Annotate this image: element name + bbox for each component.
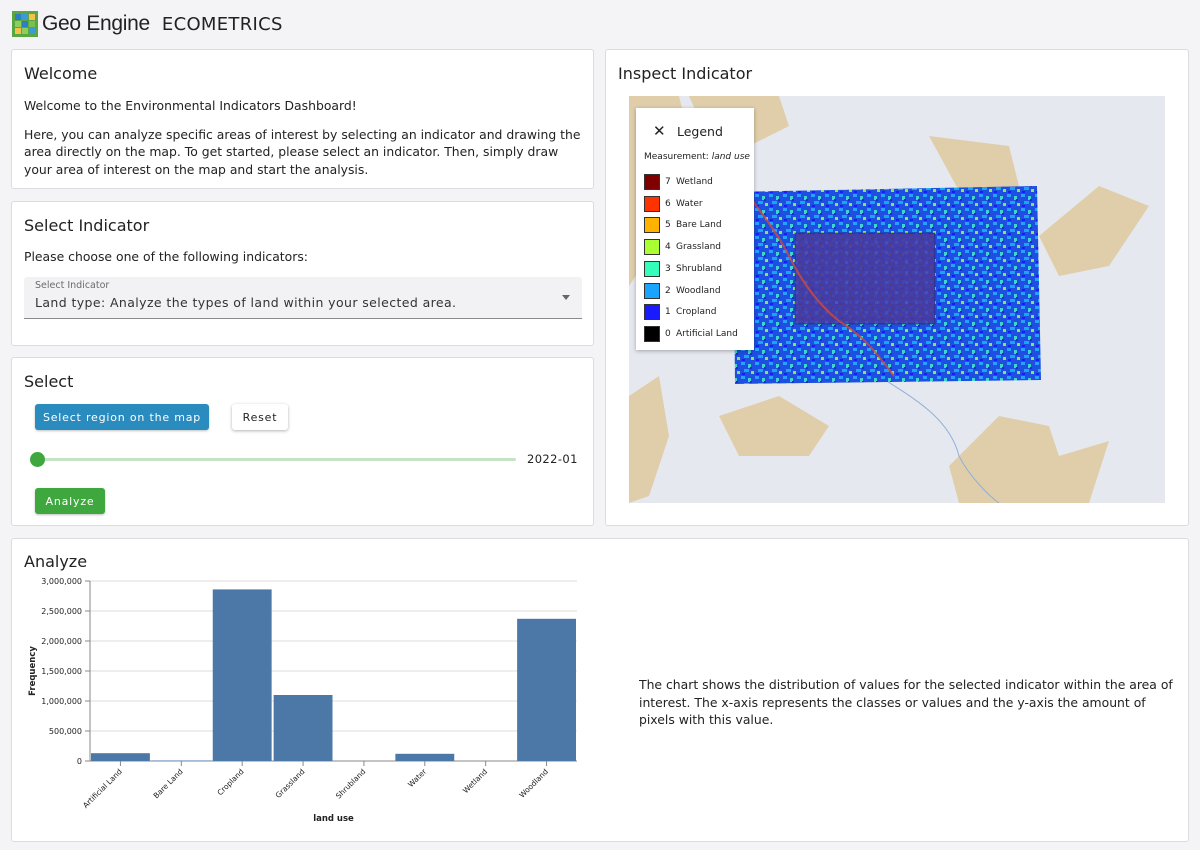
bar	[517, 618, 576, 761]
map-legend: ✕ Legend Measurement: land use 7 Wetland 6…	[636, 108, 754, 350]
y-tick-label: 1,000,000	[41, 697, 82, 706]
legend-swatch	[644, 174, 660, 190]
legend-label: Wetland	[676, 177, 713, 187]
legend-code: 5	[665, 220, 671, 231]
geo-engine-logo-icon	[12, 11, 38, 37]
date-slider-thumb[interactable]	[30, 452, 45, 467]
indicator-select-label: Select Indicator	[35, 280, 110, 291]
frequency-bar-chart: 0 500,000 1,000,000 1,500,000 2,000,000 2,500…	[28, 577, 577, 824]
date-slider-value: 2022-01	[527, 452, 578, 466]
x-tick-label: Wetland	[461, 767, 489, 795]
legend-swatch	[644, 260, 660, 277]
y-tick-label: 0	[77, 757, 82, 766]
legend-item: 1 Cropland	[644, 304, 717, 321]
legend-item: 7 Wetland	[644, 174, 713, 190]
y-tick-label: 500,000	[49, 727, 82, 736]
y-tick-label: 2,000,000	[41, 637, 82, 646]
legend-label: Shrubland	[676, 263, 722, 274]
legend-item: 4 Grassland	[644, 239, 721, 256]
legend-item: 6 Water	[644, 195, 703, 212]
legend-item: 2 Woodland	[644, 282, 721, 299]
welcome-card: Welcome Welcome to the Environmental Ind…	[11, 49, 594, 189]
chart-description: The chart shows the distribution of valu…	[639, 677, 1173, 727]
map-view[interactable]: ✕ Legend Measurement: land use 7 Wetland 6…	[629, 96, 1165, 503]
x-tick-label: Artificial Land	[81, 767, 124, 810]
x-tick-label: Water	[406, 766, 429, 789]
date-slider-track[interactable]	[38, 458, 516, 461]
legend-swatch	[644, 282, 660, 299]
indicator-prompt: Please choose one of the following indic…	[24, 249, 308, 264]
legend-code: 6	[665, 198, 671, 209]
legend-code: 2	[665, 285, 671, 296]
x-tick-label: Cropland	[215, 767, 245, 797]
welcome-text-1: Welcome to the Environmental Indicators …	[24, 98, 357, 113]
select-card: Select Select region on the map Reset 20…	[11, 357, 594, 526]
legend-label: Bare Land	[676, 220, 722, 231]
y-tick-label: 2,500,000	[41, 607, 82, 616]
x-tick-label: Grassland	[274, 767, 307, 800]
logo-text: Geo Engine	[42, 12, 150, 35]
reset-button[interactable]: Reset	[232, 404, 288, 430]
legend-swatch	[644, 325, 660, 342]
close-icon[interactable]: ✕	[653, 122, 666, 140]
legend-label: Artificial Land	[676, 328, 738, 339]
y-tick-label: 3,000,000	[41, 577, 82, 586]
bar	[212, 589, 272, 761]
legend-code: 7	[665, 177, 671, 187]
y-tick-label: 1,500,000	[41, 667, 82, 676]
legend-item: 3 Shrubland	[644, 260, 722, 277]
app-name: ECOMETRICS	[161, 13, 283, 35]
bar	[395, 753, 455, 761]
analyze-card: Analyze 0 500,000 1,000,000 1,500,000 2,000,…	[11, 538, 1189, 842]
legend-code: 0	[665, 328, 671, 339]
select-indicator-card: Select Indicator Please choose one of th…	[11, 201, 594, 346]
legend-code: 4	[665, 242, 671, 253]
y-axis-title: Frequency	[28, 646, 38, 696]
legend-label: Water	[676, 198, 703, 209]
x-tick-label: Bare Land	[152, 767, 185, 800]
select-indicator-title: Select Indicator	[24, 216, 150, 235]
caret-down-icon[interactable]	[562, 295, 570, 300]
indicator-select[interactable]: Select Indicator Land type: Analyze the …	[24, 277, 582, 319]
legend-item: 0 Artificial Land	[644, 325, 738, 342]
app-header: Geo Engine ECOMETRICS	[0, 0, 1200, 48]
bar	[273, 695, 333, 761]
welcome-title: Welcome	[24, 64, 98, 83]
x-tick-label: Shrubland	[334, 767, 368, 801]
legend-item: 5 Bare Land	[644, 217, 722, 234]
analyze-title: Analyze	[24, 552, 88, 571]
select-title: Select	[24, 372, 74, 391]
legend-code: 1	[665, 307, 671, 318]
indicator-select-value: Land type: Analyze the types of land wit…	[35, 295, 457, 310]
selected-region[interactable]	[794, 232, 936, 325]
x-axis-title: land use	[313, 814, 354, 824]
legend-swatch	[644, 217, 660, 234]
bar	[91, 753, 150, 761]
legend-label: Cropland	[676, 307, 717, 318]
legend-label: Woodland	[676, 285, 721, 296]
map-canvas[interactable]	[629, 96, 1165, 503]
analyze-button[interactable]: Analyze	[35, 488, 105, 514]
legend-title: Legend	[677, 124, 723, 139]
inspect-indicator-card: Inspect Indicator	[605, 49, 1189, 526]
legend-swatch	[644, 195, 660, 212]
welcome-text-2: Here, you can analyze specific areas of …	[24, 126, 581, 177]
legend-swatch	[644, 304, 660, 321]
inspect-indicator-title: Inspect Indicator	[618, 64, 753, 83]
select-region-button[interactable]: Select region on the map	[35, 404, 209, 430]
legend-swatch	[644, 239, 660, 256]
x-tick-label: Woodland	[517, 767, 550, 800]
legend-measurement: Measurement: land use	[644, 152, 750, 162]
legend-label: Grassland	[676, 242, 721, 253]
legend-code: 3	[665, 263, 671, 274]
